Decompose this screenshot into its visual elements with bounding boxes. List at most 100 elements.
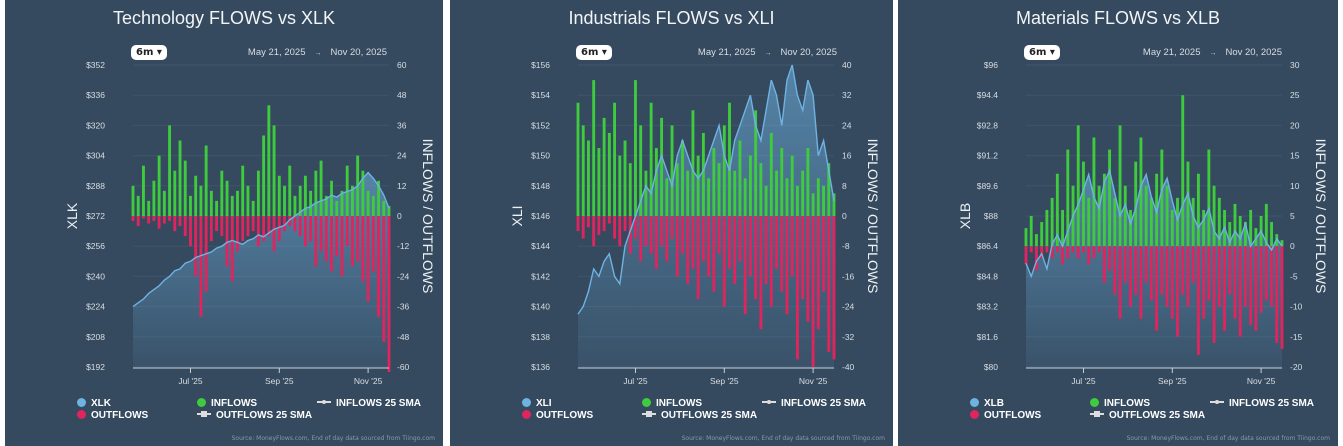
range-selector-button[interactable]: 6m ▾	[131, 45, 167, 60]
end-date[interactable]: Nov 20, 2025	[780, 47, 837, 58]
inflow-bar	[1139, 137, 1143, 247]
outflow-bar	[1108, 246, 1112, 271]
range-selector-button[interactable]: 6m ▾	[1024, 45, 1060, 60]
inflow-bar	[1212, 185, 1216, 247]
legend-outflows-sma[interactable]: OUTFLOWS 25 SMA	[197, 410, 312, 421]
end-date[interactable]: Nov 20, 2025	[1225, 47, 1282, 58]
inflow-bar	[1228, 222, 1232, 247]
legend-label: OUTFLOWS	[91, 410, 149, 421]
legend-label: INFLOWS 25 SMA	[781, 398, 867, 409]
price-tick-label: $96	[984, 60, 998, 70]
inflow-bar	[173, 170, 177, 216]
outflow-bar	[361, 216, 365, 282]
right-axis-title: INFLOWS / OUTFLOWS	[865, 139, 881, 294]
legend-outflows-sma[interactable]: OUTFLOWS 25 SMA	[642, 410, 757, 421]
inflow-bar	[795, 185, 799, 216]
flow-tick-label: -24	[397, 271, 410, 281]
inflow-bar	[1129, 209, 1132, 247]
outflow-bar	[1139, 246, 1143, 319]
legend-label: XLB	[984, 398, 1004, 409]
legend-label: OUTFLOWS	[984, 410, 1042, 421]
inflow-bar	[298, 185, 302, 216]
legend-outflows[interactable]: OUTFLOWS	[970, 410, 1041, 421]
legend-inflows[interactable]: INFLOWS	[197, 398, 257, 409]
outflow-bar	[691, 216, 695, 269]
inflow-bar	[157, 155, 161, 216]
legend-price[interactable]: XLB	[970, 398, 1004, 409]
outflow-bar	[382, 216, 386, 342]
outflow-bar	[1243, 246, 1247, 307]
start-date[interactable]: May 21, 2025	[697, 47, 756, 58]
inflow-bar	[1186, 161, 1190, 247]
outflow-bar	[183, 216, 187, 237]
price-tick-label: $156	[531, 60, 550, 70]
outflow-bar	[1076, 246, 1080, 259]
outflow-bar	[1165, 246, 1169, 307]
outflow-bar	[649, 216, 653, 254]
legend-inflows-sma[interactable]: INFLOWS 25 SMA	[1210, 398, 1314, 409]
legend-line-icon	[642, 411, 656, 417]
price-tick-label: $86.4	[977, 241, 999, 251]
end-date[interactable]: Nov 20, 2025	[330, 47, 387, 58]
legend-price[interactable]: XLK	[77, 398, 111, 409]
x-tick-label: Jul '25	[178, 376, 203, 386]
chart-panel: Materials FLOWS vs XLB 6m ▾ May 21, 2025 → N…	[898, 0, 1338, 446]
legend-outflows[interactable]: OUTFLOWS	[77, 410, 148, 421]
outflow-bar	[1097, 246, 1101, 253]
inflow-bar	[230, 195, 234, 216]
legend-label: INFLOWS	[1104, 398, 1151, 409]
legend-label: INFLOWS	[656, 398, 703, 409]
legend-price[interactable]: XLI	[522, 398, 552, 409]
flow-tick-label: -36	[397, 302, 410, 312]
outflow-bar	[1238, 246, 1242, 337]
outflow-bar	[1071, 246, 1075, 253]
outflow-bar	[246, 216, 250, 237]
chart-svg: $96 $94.4 $92.8 $91.2 $89.6 $88 $86.4 $84.8 $83.…	[957, 60, 1329, 386]
flow-tick-label: 24	[397, 151, 407, 161]
legend-inflows-sma[interactable]: INFLOWS 25 SMA	[317, 398, 421, 409]
legend-outflows-sma[interactable]: OUTFLOWS 25 SMA	[1090, 410, 1205, 421]
start-date[interactable]: May 21, 2025	[247, 47, 306, 58]
flow-tick-label: -10	[1290, 302, 1303, 312]
legend-label: XLK	[91, 398, 111, 409]
source-credit[interactable]: Source: MoneyFlows.com, End of day data …	[1126, 435, 1330, 442]
inflow-bar	[251, 200, 255, 216]
inflow-bar	[178, 140, 182, 216]
legend-outflows[interactable]: OUTFLOWS	[522, 410, 593, 421]
inflow-bar	[194, 175, 198, 216]
price-tick-label: $138	[531, 332, 550, 342]
inflow-bar	[1108, 149, 1112, 247]
legend-marker-icon	[522, 410, 531, 419]
x-tick-label: Jul '25	[1071, 376, 1096, 386]
inflow-bar	[371, 195, 375, 216]
price-line	[577, 64, 835, 315]
outflow-bar	[597, 216, 601, 235]
range-selector-button[interactable]: 6m ▾	[576, 45, 612, 60]
outflow-bar	[215, 216, 219, 232]
outflow-bar	[251, 216, 255, 232]
legend-inflows-sma[interactable]: INFLOWS 25 SMA	[762, 398, 866, 409]
arrow-right-icon: →	[764, 50, 772, 57]
start-date[interactable]: May 21, 2025	[1142, 47, 1201, 58]
price-tick-label: $146	[531, 211, 550, 221]
inflow-bar	[660, 117, 664, 216]
price-area	[1026, 170, 1282, 367]
outflow-bar	[722, 216, 726, 307]
outflow-bar	[277, 216, 281, 242]
range-label: 6m	[581, 47, 599, 58]
outflow-bar	[152, 216, 156, 222]
outflow-bar	[225, 216, 229, 267]
source-credit[interactable]: Source: MoneyFlows.com, End of day data …	[681, 435, 885, 442]
legend-label: OUTFLOWS	[536, 410, 594, 421]
inflow-bar	[806, 148, 810, 216]
outflow-bar	[1223, 246, 1226, 331]
legend-inflows[interactable]: INFLOWS	[1090, 398, 1150, 409]
flow-tick-label: 40	[842, 60, 852, 70]
outflow-bar	[1129, 246, 1132, 307]
outflow-bar	[371, 216, 375, 272]
legend-inflows[interactable]: INFLOWS	[642, 398, 702, 409]
inflow-bar	[769, 132, 773, 216]
source-credit[interactable]: Source: MoneyFlows.com, End of day data …	[231, 435, 435, 442]
inflow-bar	[1207, 149, 1211, 247]
outflow-bar	[816, 216, 820, 330]
